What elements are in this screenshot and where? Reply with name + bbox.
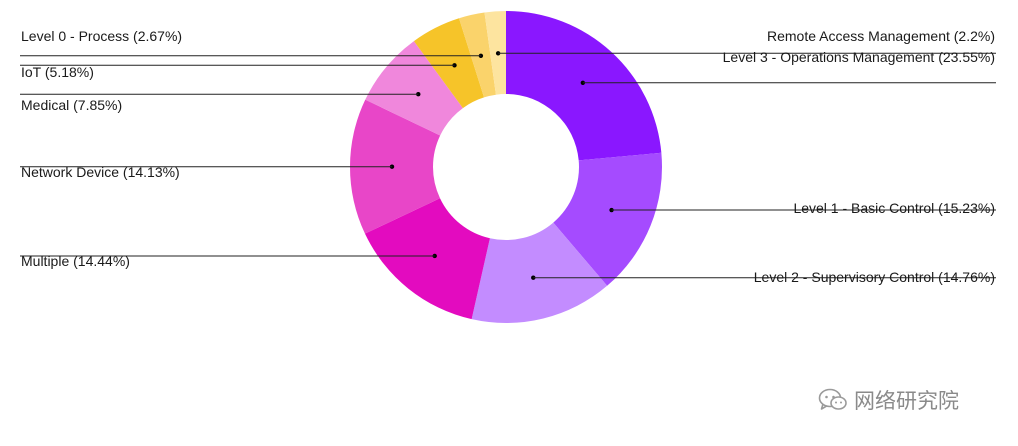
watermark-text: 网络研究院 — [854, 389, 959, 413]
label-level-1-basic-control: Level 1 - Basic Control (15.23%) — [793, 200, 995, 216]
slice-iot — [413, 18, 485, 109]
watermark: 网络研究院 — [818, 385, 959, 415]
label-medical: Medical (7.85%) — [21, 97, 122, 113]
slice-multiple — [364, 198, 490, 320]
label-remote-access-management: Remote Access Management (2.2%) — [767, 28, 995, 44]
label-multiple: Multiple (14.44%) — [21, 253, 130, 269]
label-level-2-supervisory-control: Level 2 - Supervisory Control (14.76%) — [754, 269, 995, 285]
slice-level-2-supervisory-control — [471, 222, 608, 323]
leader-lines — [20, 51, 996, 280]
label-iot: IoT (5.18%) — [21, 64, 94, 80]
label-level-0-process: Level 0 - Process (2.67%) — [21, 28, 182, 44]
label-network-device: Network Device (14.13%) — [21, 164, 180, 180]
slice-network-device — [350, 99, 441, 234]
slice-level-1-basic-control — [553, 152, 662, 286]
slice-remote-access-management — [484, 11, 506, 95]
slice-medical — [365, 41, 463, 136]
label-level-3-operations-management: Level 3 - Operations Management (23.55%) — [723, 49, 995, 65]
slice-level-0-process — [459, 12, 496, 98]
donut-slices — [350, 11, 662, 323]
slice-level-3-operations-management — [506, 11, 662, 161]
slice-labels: Level 3 - Operations Management (23.55%)… — [21, 28, 995, 285]
wechat-icon — [818, 388, 847, 410]
